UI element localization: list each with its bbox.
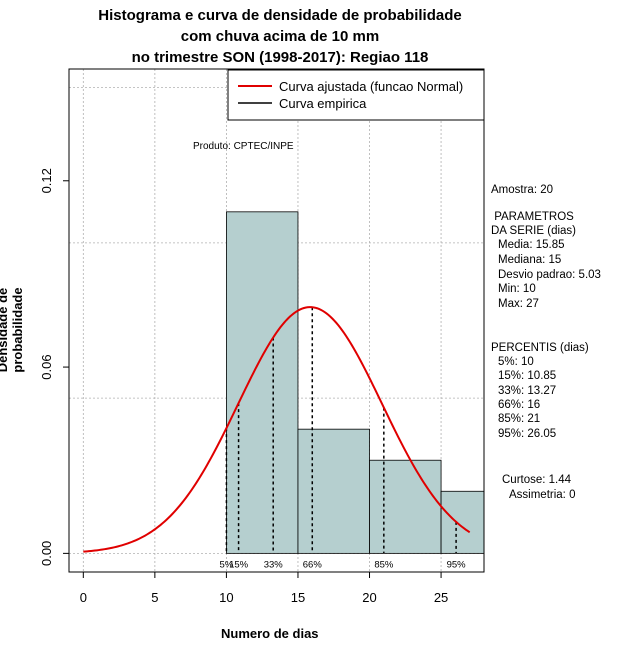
percentile-lines [225, 307, 457, 554]
curtose: Curtose: 1.44 [502, 474, 572, 486]
y-axis: 0.00 0.06 0.12 [39, 168, 69, 566]
x-axis: 0 5 10 15 20 25 [80, 572, 448, 605]
percentile-labels: 5%15% 33% 66% 85% 95% [220, 559, 467, 570]
x-axis-title: Numero de dias [221, 626, 319, 641]
percentil-15: 15%: 10.85 [498, 370, 557, 382]
percentile-label-5: 95% [447, 559, 467, 570]
y-tick-label-0: 0.00 [39, 541, 54, 566]
fitted-curve-line [83, 306, 471, 553]
chart-title-line-2: com chuva acima de 10 mm [180, 28, 380, 45]
percentile-label-0: 5% [220, 559, 234, 570]
param-mean: Media: 15.85 [498, 239, 565, 251]
percentil-85: 85%: 21 [498, 413, 541, 425]
legend-label-empirical: Curva empirica [279, 96, 367, 111]
assimetria: Assimetria: 0 [509, 489, 576, 501]
percentile-label-2: 33% [264, 559, 284, 570]
param-min: Min: 10 [498, 283, 536, 295]
x-tick-label-0: 0 [80, 590, 87, 605]
y-axis-title: Densidade de probabilidade [0, 287, 25, 373]
legend-label-fitted: Curva ajustada (funcao Normal) [279, 79, 463, 94]
plot-frame [68, 68, 485, 573]
product-label: Produto: CPTEC/INPE [193, 141, 294, 152]
histogram-bar-3 [440, 490, 485, 554]
x-tick-label-3: 15 [291, 590, 305, 605]
legend: Curva ajustada (funcao Normal) Curva emp… [227, 69, 485, 121]
chart-title-line-1: Histograma e curva de densidade de proba… [98, 7, 462, 24]
y-tick-label-2: 0.12 [39, 168, 54, 193]
percentis-title: PERCENTIS (dias) [491, 342, 589, 354]
histogram-bar-1 [297, 428, 370, 554]
percentil-66: 66%: 16 [498, 399, 541, 411]
chart-title-line-3: no trimestre SON (1998-2017): Regiao 118 [131, 49, 429, 66]
params-title-1: PARAMETROS [491, 211, 574, 223]
percentil-95: 95%: 26.05 [498, 428, 557, 440]
percentile-label-4: 85% [374, 559, 394, 570]
histogram-bar-2 [369, 459, 442, 554]
legend-box [227, 69, 485, 121]
histogram-bars [226, 211, 485, 554]
percentil-5: 5%: 10 [498, 356, 534, 368]
histogram-bar-0 [226, 211, 299, 554]
sample-size: Amostra: 20 [491, 184, 553, 196]
param-max: Max: 27 [498, 298, 539, 310]
param-median: Mediana: 15 [498, 254, 562, 266]
x-tick-label-2: 10 [219, 590, 233, 605]
param-sd: Desvio padrao: 5.03 [498, 269, 601, 281]
x-tick-label-4: 20 [362, 590, 376, 605]
x-tick-label-5: 25 [434, 590, 448, 605]
fitted-curve-group [83, 306, 471, 553]
y-tick-label-1: 0.06 [39, 354, 54, 379]
percentil-33: 33%: 13.27 [498, 385, 557, 397]
percentile-label-1: 15% [229, 559, 249, 570]
percentile-label-3: 66% [303, 559, 323, 570]
x-tick-label-1: 5 [151, 590, 158, 605]
params-title-2: DA SERIE (dias) [491, 225, 576, 237]
